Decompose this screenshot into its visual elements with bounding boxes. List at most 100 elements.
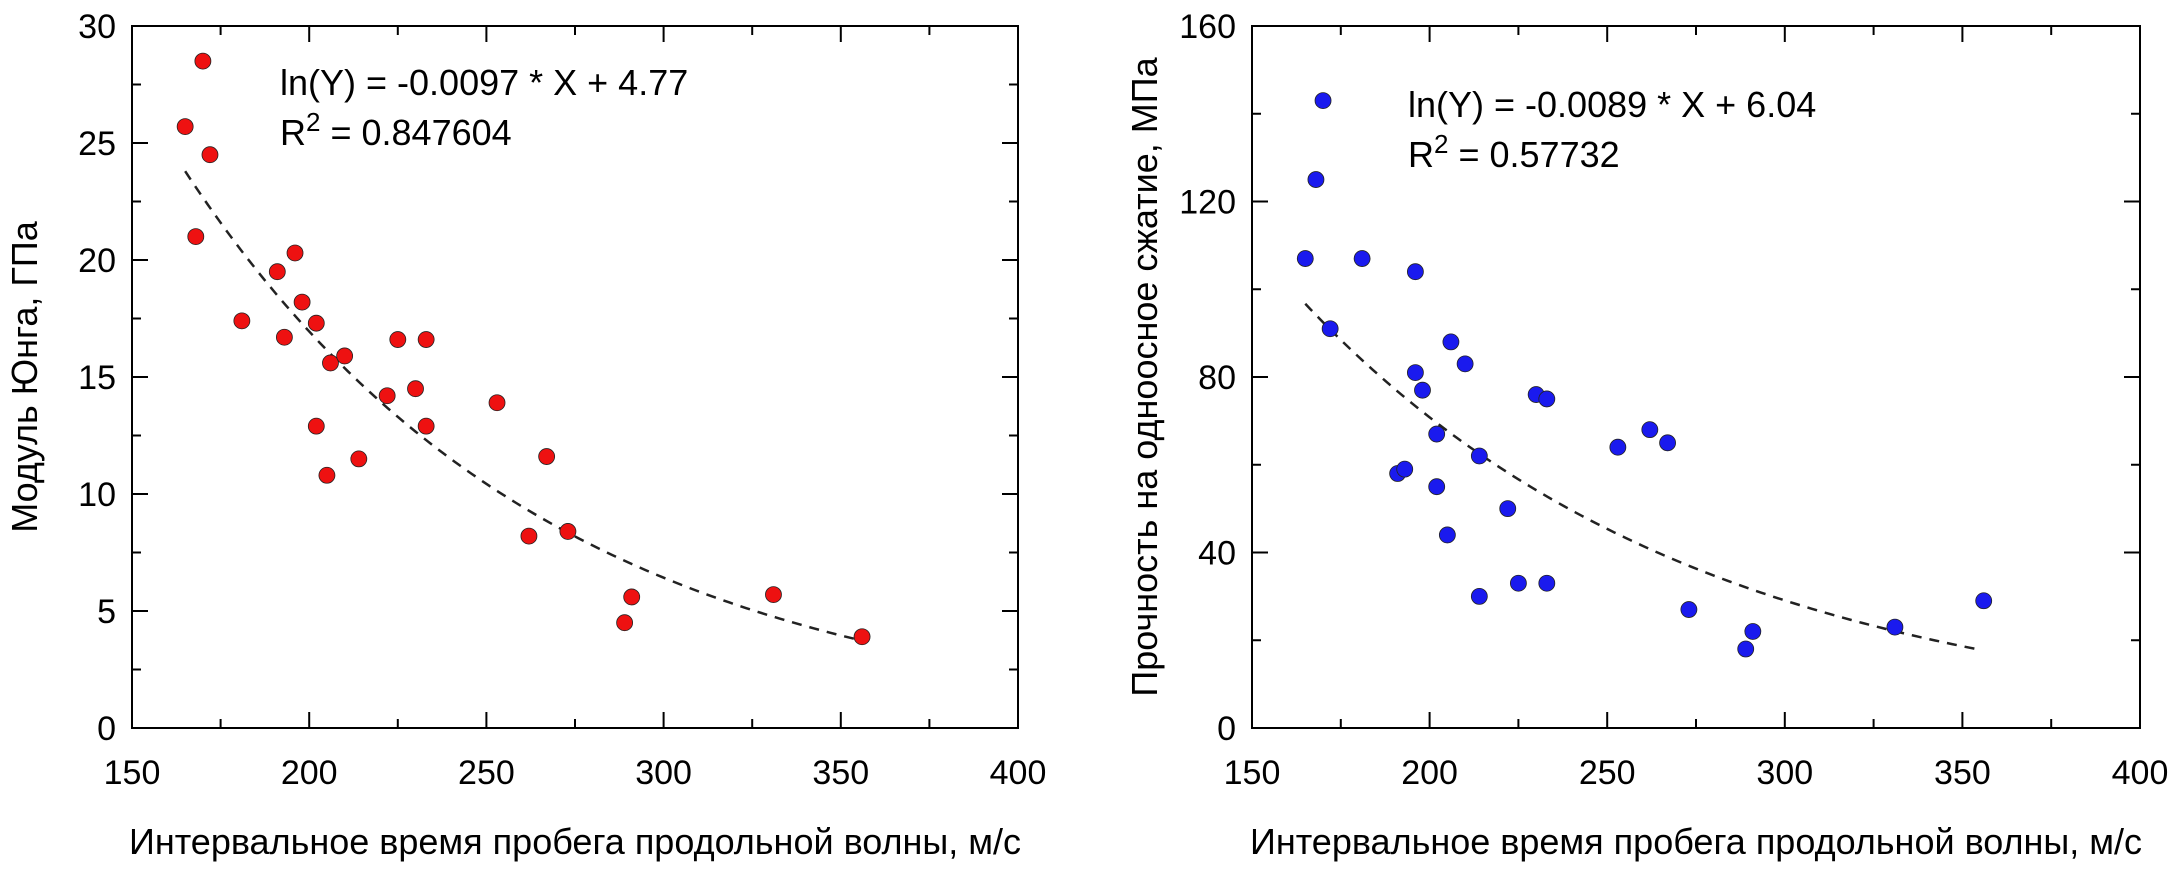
right-data-point xyxy=(1428,478,1446,496)
right-x-tick-label: 400 xyxy=(2112,754,2169,792)
right-data-point xyxy=(1438,526,1456,544)
left-data-point xyxy=(307,314,325,332)
right-data-point xyxy=(1886,618,1904,636)
right-data-point xyxy=(1609,438,1627,456)
left-y-tick-label: 25 xyxy=(78,125,116,163)
right-data-point xyxy=(1296,250,1314,267)
left-data-point xyxy=(336,347,354,365)
right-data-point xyxy=(1428,425,1446,443)
right-data-point xyxy=(1499,500,1517,518)
left-y-tick-label: 30 xyxy=(78,8,116,46)
left-data-point xyxy=(176,118,194,136)
right-data-point xyxy=(1406,364,1424,382)
left-data-point xyxy=(286,244,304,262)
left-chart: 150 200 250 300 350 400 0 5 10 15 20 25 30 Интервальн… xyxy=(4,8,1046,862)
right-x-tick-label: 250 xyxy=(1579,754,1636,792)
left-x-tick-label: 300 xyxy=(635,754,692,792)
right-data-point xyxy=(1456,355,1474,373)
left-y-tick-label: 20 xyxy=(78,242,116,280)
right-y-tick-label: 40 xyxy=(1198,535,1236,573)
right-data-point xyxy=(1314,92,1332,109)
right-y-tick-label: 80 xyxy=(1198,359,1236,397)
left-data-point xyxy=(322,354,339,372)
left-data-point xyxy=(623,588,641,606)
left-r-squared-symbol: R xyxy=(280,112,306,153)
left-y-tick-label: 10 xyxy=(78,476,116,514)
right-r-squared: R2 = 0.57732 xyxy=(1408,129,1620,175)
right-x-tick-label: 300 xyxy=(1756,754,1813,792)
right-data-point xyxy=(1975,592,1993,610)
left-r-squared-exponent: 2 xyxy=(306,107,320,137)
right-data-point xyxy=(1737,640,1755,658)
left-x-tick-label: 400 xyxy=(990,754,1047,792)
right-equation: ln(Y) = -0.0089 * X + 6.04 xyxy=(1408,84,1816,125)
right-plot-frame xyxy=(1251,25,2141,729)
left-data-point xyxy=(187,228,205,246)
left-data-point xyxy=(520,527,538,545)
right-data-point xyxy=(1744,623,1762,640)
left-x-tick-label: 350 xyxy=(812,754,869,792)
left-data-point xyxy=(407,380,424,398)
left-x-tick-label: 200 xyxy=(281,754,338,792)
right-fit-curve xyxy=(1304,302,1981,652)
left-x-tick-label: 150 xyxy=(104,754,161,792)
left-x-axis-label: Интервальное время пробега продольной во… xyxy=(129,821,1021,862)
left-data-point xyxy=(201,146,219,164)
right-r-squared-symbol: R xyxy=(1408,134,1434,175)
left-equation: ln(Y) = -0.0097 * X + 4.77 xyxy=(280,62,688,103)
right-data-point xyxy=(1538,574,1556,592)
left-data-point xyxy=(275,328,293,346)
left-data-point xyxy=(488,394,506,412)
right-y-tick-label: 0 xyxy=(1217,710,1236,748)
left-data-point xyxy=(293,293,311,311)
right-data-point xyxy=(1659,434,1676,452)
left-data-point xyxy=(616,614,634,632)
left-r-squared: R2 = 0.847604 xyxy=(280,107,512,153)
right-data-point xyxy=(1538,390,1556,408)
left-data-point xyxy=(538,448,556,465)
right-data-point xyxy=(1321,320,1339,338)
right-data-point xyxy=(1414,381,1431,399)
left-data-point xyxy=(417,331,435,348)
left-plot-frame xyxy=(131,25,1019,729)
left-data-point xyxy=(350,450,368,468)
left-data-point xyxy=(318,466,336,484)
right-x-tick-label: 200 xyxy=(1401,754,1458,792)
right-r-squared-value: = 0.57732 xyxy=(1448,134,1619,175)
right-data-point xyxy=(1442,333,1460,351)
right-r-squared-exponent: 2 xyxy=(1434,129,1448,159)
left-x-tick-label: 250 xyxy=(458,754,515,792)
left-data-point xyxy=(194,52,212,70)
left-fit-curve xyxy=(184,170,859,642)
right-data-point xyxy=(1406,263,1424,281)
left-data-point xyxy=(765,586,782,604)
right-x-axis-label: Интервальное время пробега продольной во… xyxy=(1250,821,2142,862)
left-y-tick-label: 15 xyxy=(78,359,116,397)
left-data-point xyxy=(417,417,435,435)
left-data-point xyxy=(378,387,396,405)
right-data-point xyxy=(1396,460,1414,478)
left-r-squared-value: = 0.847604 xyxy=(320,112,511,153)
right-data-point xyxy=(1510,574,1527,592)
right-data-point xyxy=(1307,171,1325,188)
right-data-point xyxy=(1353,250,1371,267)
left-data-point xyxy=(307,417,325,435)
right-y-tick-label: 160 xyxy=(1179,8,1236,46)
right-y-axis-label: Прочность на одноосное сжатие, МПа xyxy=(1124,56,1165,696)
right-x-tick-label: 150 xyxy=(1224,754,1281,792)
left-y-tick-label: 0 xyxy=(97,710,116,748)
right-x-tick-label: 350 xyxy=(1934,754,1991,792)
right-data-point xyxy=(1470,587,1488,605)
left-data-point xyxy=(559,523,577,540)
left-y-tick-label: 5 xyxy=(97,593,116,631)
left-data-point xyxy=(389,331,407,348)
left-data-point xyxy=(268,263,286,281)
left-y-axis-label: Модуль Юнга, ГПа xyxy=(4,220,45,533)
right-data-point xyxy=(1641,421,1659,439)
left-data-point xyxy=(853,628,871,646)
right-y-tick-label: 120 xyxy=(1179,184,1236,222)
right-data-point xyxy=(1680,601,1698,618)
right-chart: 150 200 250 300 350 400 0 40 80 120 160 Интервально… xyxy=(1124,8,2168,862)
